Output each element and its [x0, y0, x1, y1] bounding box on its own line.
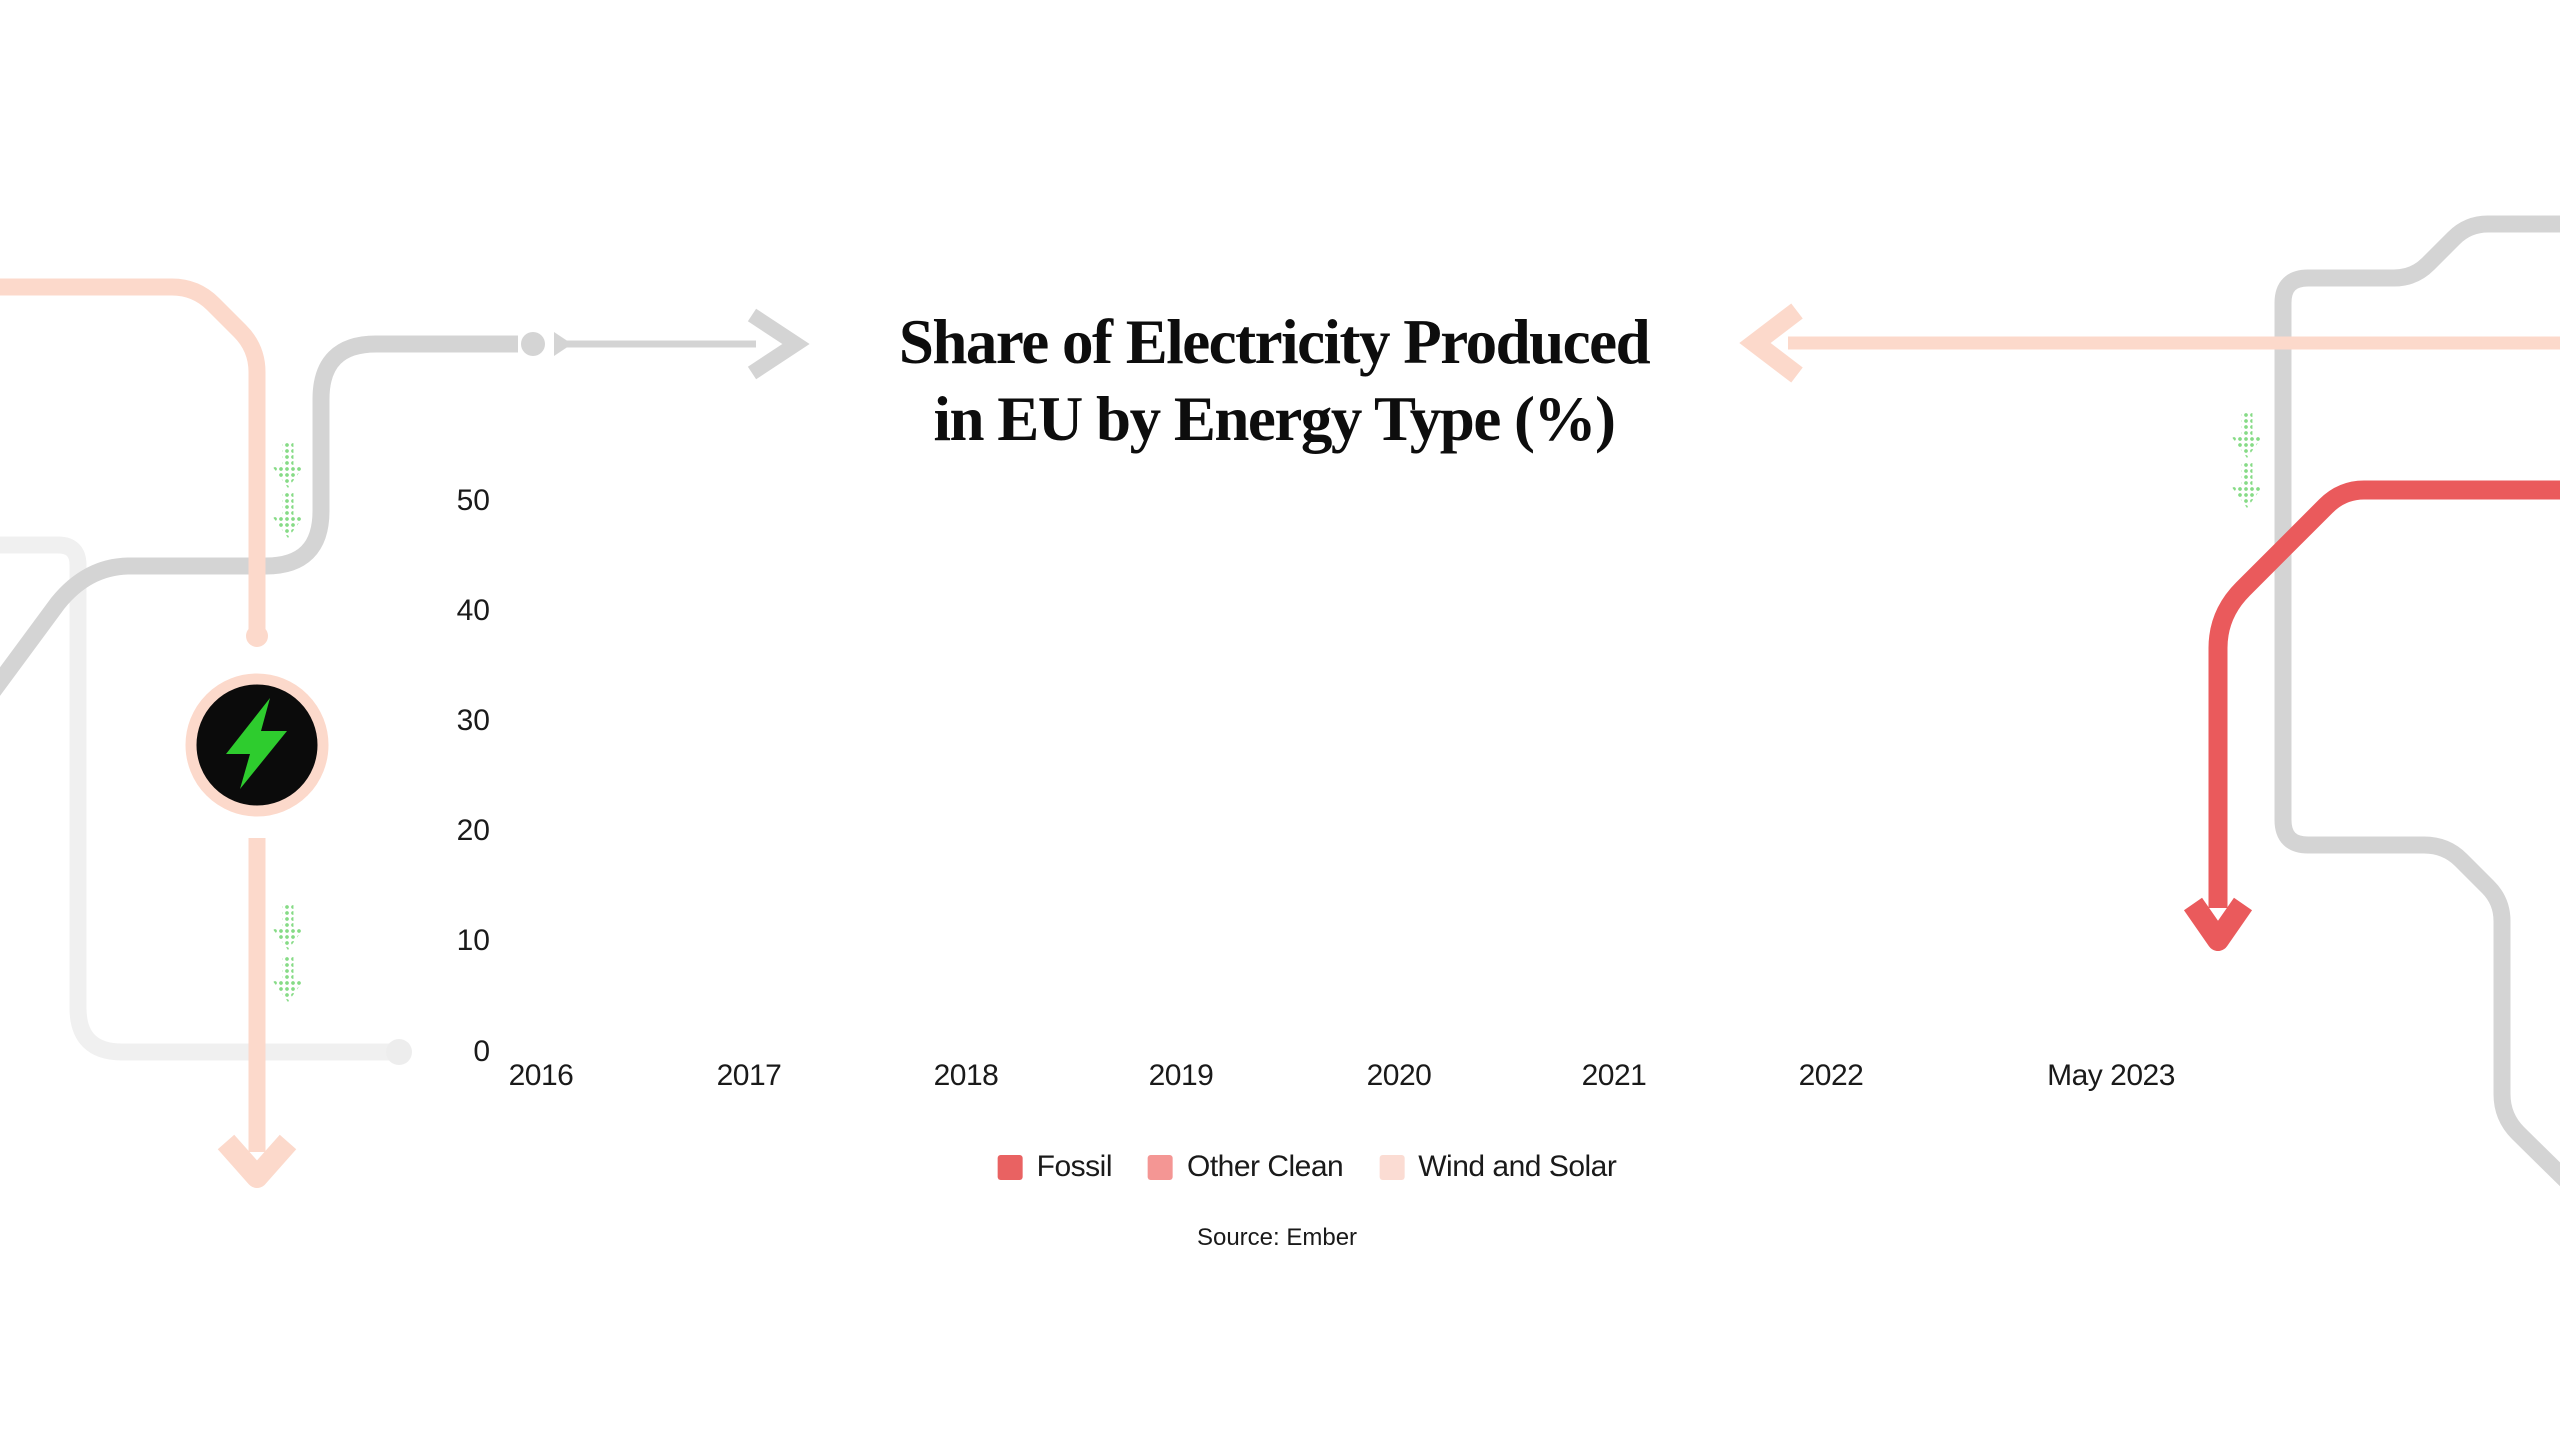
y-tick-label: 10	[456, 924, 490, 957]
pipe-red-right	[2208, 480, 2560, 908]
x-tick-label: 2018	[933, 1059, 999, 1092]
pipe-gray-end-dot	[521, 332, 545, 356]
pipe-gray-left	[0, 335, 518, 696]
legend-item-fossil: Fossil	[997, 1150, 1113, 1184]
y-tick-label: 20	[456, 814, 490, 847]
y-tick-label: 40	[456, 594, 490, 627]
x-tick-label: 2016	[508, 1059, 574, 1092]
pipe-light-gray-left	[0, 536, 392, 1061]
page-title: Share of Electricity Produced in EU by E…	[898, 304, 1651, 458]
pipe-pink-left-upper	[0, 278, 266, 630]
source-credit: Source: Ember	[1196, 1224, 1358, 1251]
y-tick-label: 0	[473, 1035, 490, 1068]
pipe-pink-cap-dot	[246, 625, 268, 647]
y-tick-label: 50	[456, 484, 490, 517]
legend: Fossil Other Clean Wind and Solar	[997, 1150, 1617, 1184]
x-tick-label: 2022	[1798, 1059, 1864, 1092]
red-down-arrowhead-icon	[2183, 897, 2253, 951]
pink-left-arrowhead-icon	[1739, 303, 1803, 383]
lightning-icon	[226, 698, 287, 789]
pipe-gray-right	[2274, 215, 2560, 1187]
legend-swatch-fossil	[997, 1154, 1023, 1180]
title-line-1: Share of Electricity Produced	[898, 307, 1651, 377]
legend-swatch-wind-solar	[1379, 1154, 1405, 1180]
x-tick-label: 2019	[1148, 1059, 1214, 1092]
legend-label: Fossil	[1036, 1150, 1113, 1183]
pipe-light-gray-end-dot	[386, 1039, 412, 1065]
legend-label: Other Clean	[1186, 1150, 1344, 1183]
x-tick-label: 2021	[1581, 1059, 1647, 1092]
pink-down-arrowhead-icon	[217, 1134, 297, 1188]
x-tick-label: 2020	[1366, 1059, 1432, 1092]
gray-right-arrowhead-icon	[747, 308, 810, 380]
legend-swatch-other-clean	[1147, 1154, 1173, 1180]
y-tick-label: 30	[456, 704, 490, 737]
x-tick-label: May 2023	[2047, 1059, 2175, 1092]
x-tick-label: 2017	[716, 1059, 782, 1092]
legend-label: Wind and Solar	[1418, 1150, 1617, 1183]
legend-item-wind-solar: Wind and Solar	[1379, 1150, 1617, 1184]
legend-item-other-clean: Other Clean	[1147, 1150, 1344, 1184]
title-line-2: in EU by Energy Type (%)	[933, 384, 1617, 454]
